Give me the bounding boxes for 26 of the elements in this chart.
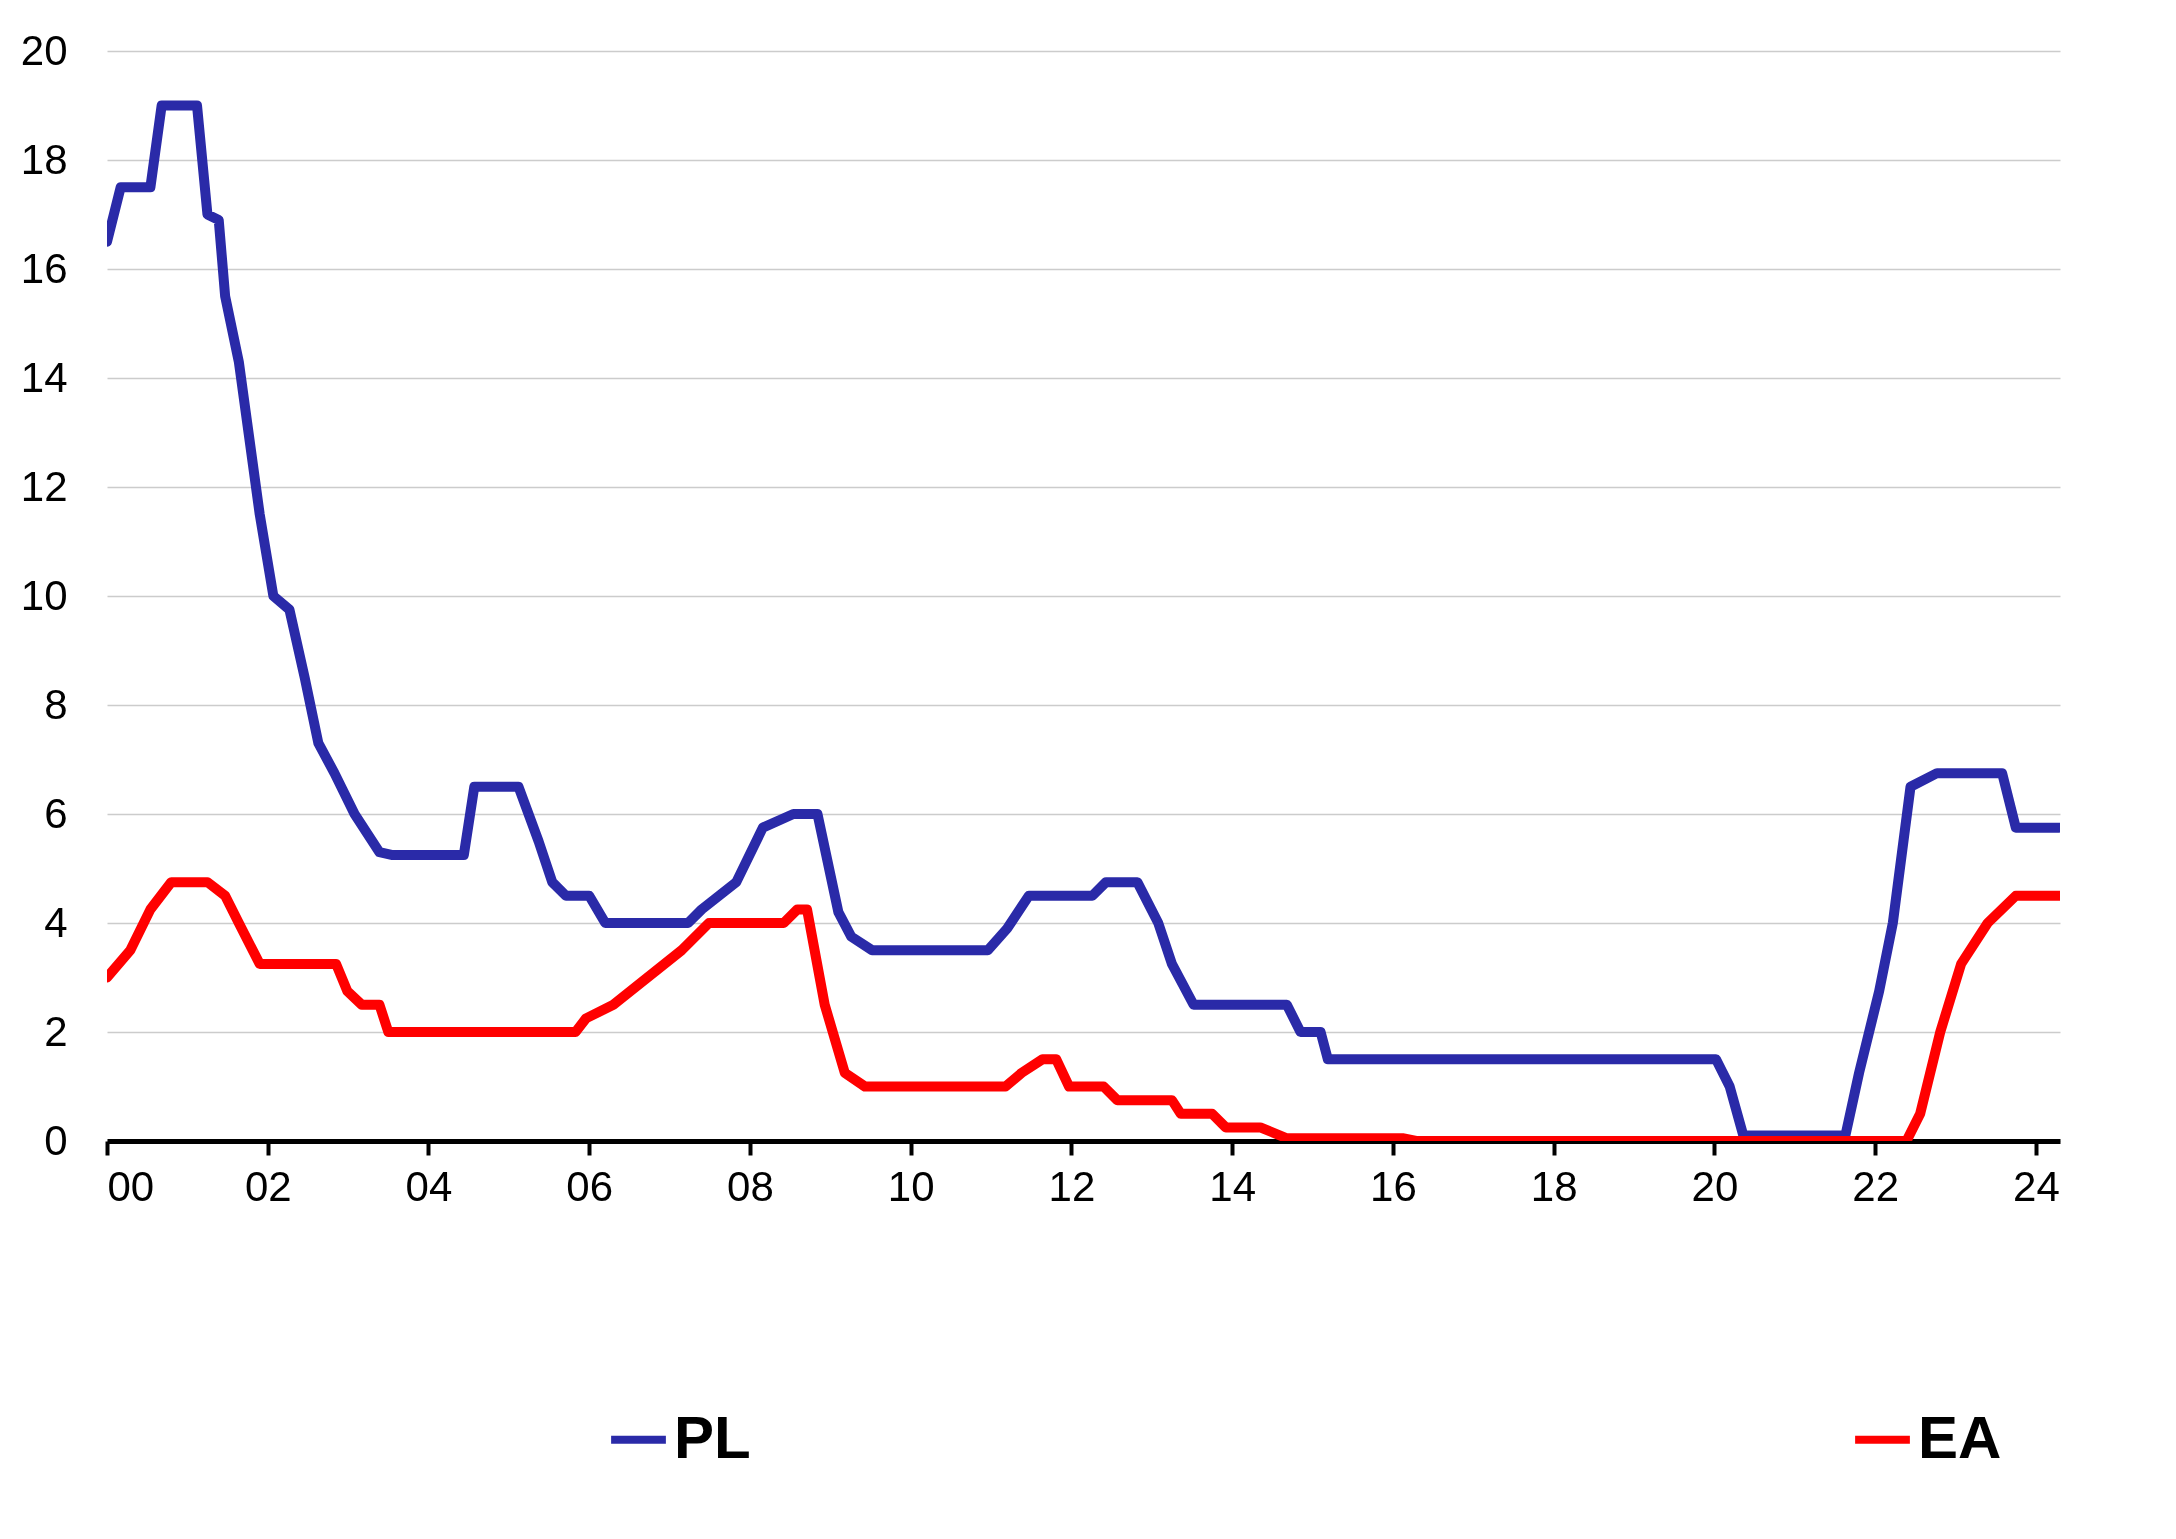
x-tick-label: 14 (1209, 1162, 1257, 1210)
x-tick-label: 20 (1691, 1162, 1739, 1210)
x-tick-label: 22 (1852, 1162, 1900, 1210)
x-tick-label: 06 (566, 1162, 614, 1210)
y-tick-label: 2 (44, 1007, 68, 1055)
x-tick-label: 12 (1048, 1162, 1096, 1210)
x-tick-label: 16 (1370, 1162, 1417, 1210)
y-tick-label: 16 (20, 244, 68, 292)
y-tick-label: 12 (20, 462, 68, 510)
x-tick-label: 10 (887, 1162, 935, 1210)
y-tick-label: 20 (20, 26, 68, 74)
x-tick-label: 24 (2013, 1162, 2060, 1210)
legend-label: EA (1918, 1403, 2002, 1471)
y-tick-label: 18 (20, 135, 68, 183)
legend-label: PL (674, 1403, 751, 1471)
y-tick-label: 14 (20, 353, 68, 401)
x-tick-label: 08 (727, 1162, 774, 1210)
x-tick-label: 02 (244, 1162, 292, 1210)
y-tick-label: 6 (44, 789, 68, 837)
x-tick-label: 04 (405, 1162, 453, 1210)
y-tick-label: 8 (44, 680, 68, 728)
y-tick-label: 10 (20, 571, 68, 619)
x-tick-label: 18 (1530, 1162, 1578, 1210)
x-tick-label: 00 (107, 1162, 155, 1210)
y-tick-label: 4 (44, 898, 68, 946)
y-tick-label: 0 (44, 1116, 68, 1164)
